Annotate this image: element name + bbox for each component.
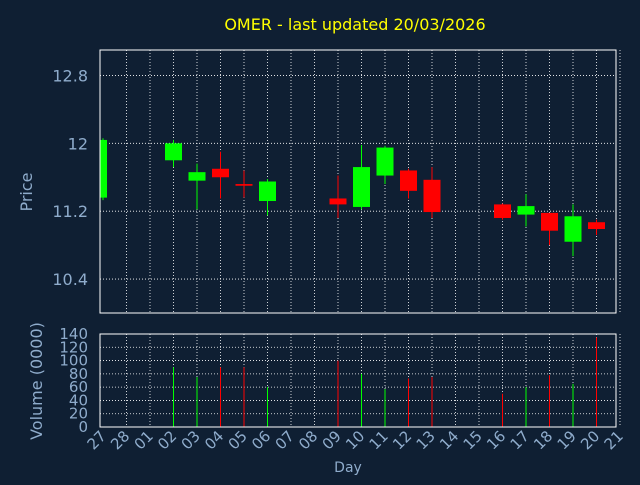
price-tick-label: 12.8 [52, 66, 88, 85]
volume-tick-label: 0 [78, 418, 88, 436]
volume-axis-label: Volume (0000) [27, 322, 46, 440]
candle [541, 212, 558, 246]
day-tick-labels: 2728010203040506070809101112131415161718… [84, 427, 627, 453]
candle [165, 139, 182, 168]
candle-body [517, 206, 535, 215]
candle-body [423, 179, 441, 213]
volume-tick-label: 20 [69, 405, 88, 423]
volume-gridlines [100, 334, 621, 427]
candle [235, 170, 253, 198]
candle-body [400, 170, 417, 191]
candle [376, 145, 394, 185]
x-axis-label: Day [334, 460, 362, 476]
chart-title: OMER - last updated 20/03/2026 [224, 15, 485, 34]
candle [517, 194, 535, 227]
volume-tick-label: 140 [59, 325, 88, 343]
candle [212, 151, 229, 199]
price-tick-label: 12 [68, 134, 88, 153]
price-tick-labels: 10.4 11.2 12 12.8 [52, 66, 88, 289]
price-axis-label: Price [17, 172, 36, 211]
volume-bars [173, 337, 597, 427]
price-tick-label: 10.4 [52, 270, 88, 289]
candle-body [235, 184, 253, 186]
candle-body [588, 222, 605, 230]
candle-body [165, 143, 182, 161]
candle-body [212, 168, 229, 178]
volume-tick-label: 120 [59, 338, 88, 356]
candle-body [329, 198, 347, 205]
candle-body [259, 181, 276, 202]
candle-body [100, 139, 107, 198]
candle [259, 178, 276, 216]
volume-tick-label: 40 [69, 391, 88, 409]
candle-body [564, 216, 582, 242]
candle [400, 168, 417, 199]
volume-panel-frame [99, 333, 617, 428]
candle [188, 163, 206, 210]
volume-tick-label: 100 [59, 352, 88, 370]
candle [564, 204, 582, 257]
candle-body [188, 172, 206, 181]
candle [588, 219, 605, 235]
candle [353, 145, 370, 210]
candle-body [353, 167, 370, 207]
candle-body [541, 212, 558, 231]
candle-body [494, 204, 511, 218]
price-candles [100, 138, 605, 257]
price-tick-label: 11.2 [52, 202, 88, 221]
price-panel-frame [99, 49, 617, 314]
candle-body [376, 147, 394, 176]
candle [329, 175, 347, 218]
volume-tick-label: 80 [69, 365, 88, 383]
volume-tick-label: 60 [69, 378, 88, 396]
candle [494, 203, 511, 220]
candle [100, 138, 107, 201]
candle [423, 167, 441, 218]
